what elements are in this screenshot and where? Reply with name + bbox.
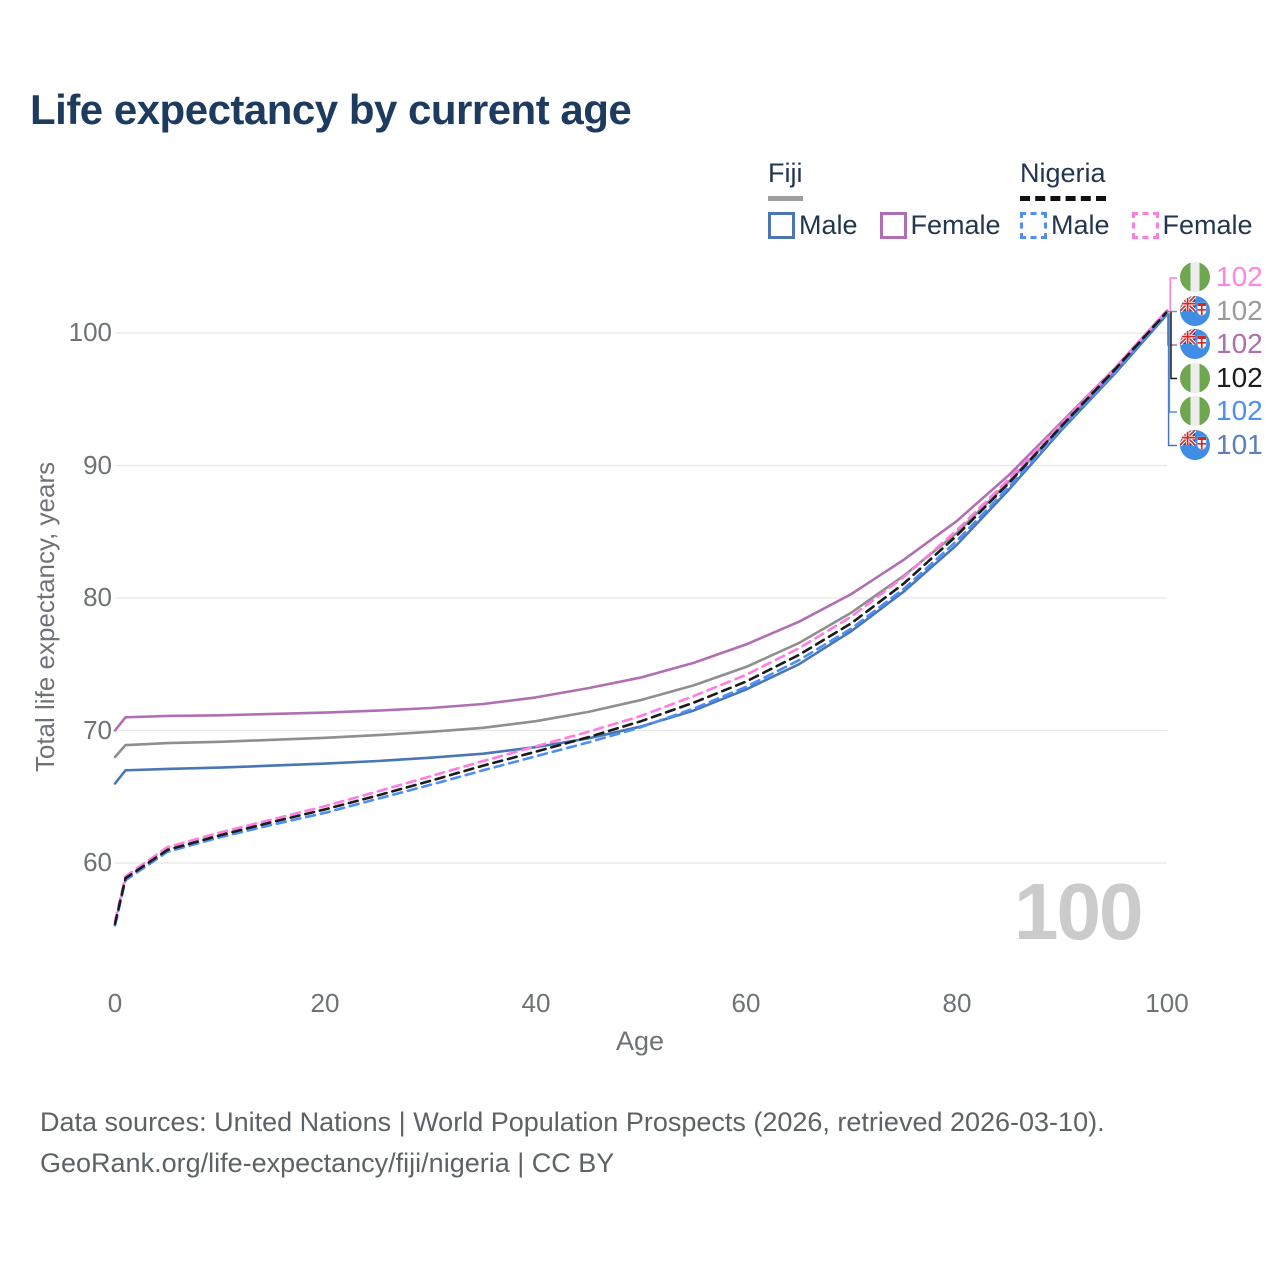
end-value: 102: [1216, 295, 1263, 326]
x-tick-label-40: 40: [521, 988, 551, 1018]
legend-item-label: Female: [910, 210, 1001, 240]
fiji-flag-icon: [1180, 430, 1210, 460]
end-label-fiji-male: 101: [1180, 429, 1263, 461]
fiji-flag-icon: [1180, 329, 1210, 359]
page-title: Life expectancy by current age: [30, 86, 632, 133]
nigeria-flag-icon: [1180, 262, 1210, 292]
legend-item-fiji-male[interactable]: Male: [768, 210, 858, 241]
series-line-fiji-total: [113, 310, 1169, 759]
end-value: 102: [1216, 395, 1263, 426]
legend-group-nigeria: Nigeria Male Female: [1020, 158, 1253, 241]
x-tick-label-20: 20: [310, 988, 340, 1018]
age-watermark: 100: [1014, 867, 1143, 956]
series-line-nigeria-total: [113, 310, 1169, 926]
nigeria-flag-icon: [1180, 396, 1210, 426]
y-tick-label-80: 80: [83, 582, 112, 612]
end-value: 102: [1216, 362, 1263, 393]
end-label-fiji-total: 102: [1180, 295, 1263, 327]
x-tick-label-60: 60: [731, 988, 761, 1018]
footer-sources-line: Data sources: United Nations | World Pop…: [40, 1107, 1105, 1137]
legend-nigeria-label[interactable]: Nigeria: [1020, 158, 1106, 201]
series-line-fiji-male: [113, 313, 1169, 785]
x-tick-label-0: 0: [107, 988, 123, 1018]
y-tick-label-90: 90: [83, 450, 112, 480]
end-value: 101: [1216, 429, 1263, 460]
end-label-nigeria-female: 102: [1180, 261, 1263, 293]
series-line-nigeria-male: [113, 311, 1169, 927]
end-label-nigeria-male: 102: [1180, 395, 1263, 427]
nigeria-female-swatch-icon: [1131, 212, 1159, 239]
legend-item-label: Female: [1162, 210, 1253, 240]
series-line-fiji-female: [113, 309, 1169, 732]
x-axis-title: Age: [615, 1026, 665, 1056]
y-tick-label-70: 70: [83, 715, 112, 745]
end-label-nigeria-total: 102: [1180, 362, 1263, 394]
end-value: 102: [1216, 261, 1263, 292]
legend-item-label: Male: [799, 210, 858, 240]
legend-item-label: Male: [1051, 210, 1110, 240]
end-value: 102: [1216, 328, 1263, 359]
leader-line-nigeria-total: [1170, 311, 1177, 380]
legend-fiji-items: Male Female: [768, 210, 1001, 241]
legend-item-fiji-female[interactable]: Female: [879, 210, 1001, 241]
leader-line-fiji-female: [1167, 310, 1177, 346]
legend-item-nigeria-male[interactable]: Male: [1020, 210, 1110, 241]
fiji-flag-icon: [1180, 296, 1210, 326]
fiji-female-swatch-icon: [879, 212, 907, 239]
footer: Data sources: United Nations | World Pop…: [40, 1102, 1105, 1184]
legend-item-nigeria-female[interactable]: Female: [1131, 210, 1253, 241]
end-label-fiji-female: 102: [1180, 328, 1263, 360]
leader-line-fiji-male: [1167, 314, 1177, 447]
y-tick-label-60: 60: [83, 847, 112, 877]
leader-line-nigeria-male: [1168, 313, 1177, 413]
x-tick-label-100: 100: [1145, 988, 1189, 1018]
nigeria-male-swatch-icon: [1020, 212, 1047, 239]
fiji-male-swatch-icon: [768, 212, 795, 239]
x-tick-label-80: 80: [942, 988, 972, 1018]
nigeria-flag-icon: [1180, 363, 1210, 393]
legend-fiji-label[interactable]: Fiji: [768, 158, 803, 201]
footer-attribution-line: GeoRank.org/life-expectancy/fiji/nigeria…: [40, 1148, 615, 1178]
leader-line-nigeria-female: [1169, 277, 1177, 311]
series-line-nigeria-female: [113, 309, 1169, 923]
legend-group-fiji: Fiji Male Female: [768, 158, 1001, 241]
y-tick-label-100: 100: [68, 317, 112, 347]
legend-nigeria-items: Male Female: [1020, 210, 1253, 241]
